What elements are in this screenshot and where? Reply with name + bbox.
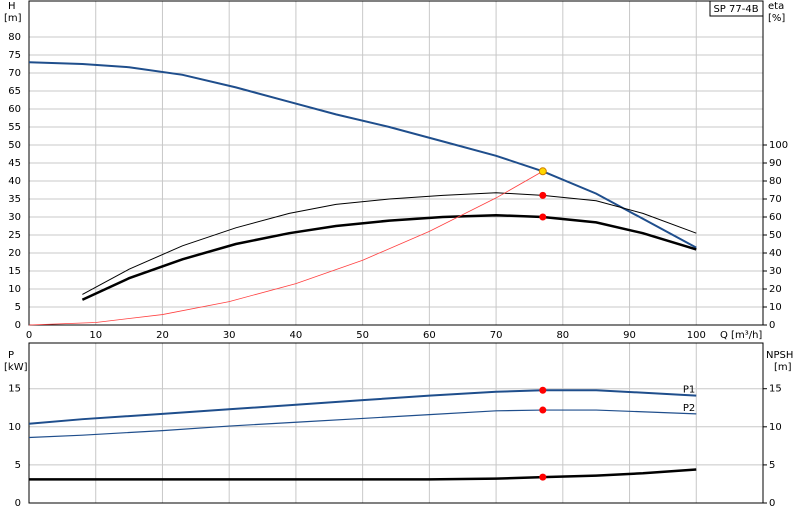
y2-tick-label: 100	[769, 140, 788, 151]
y2-tick-label: 0	[769, 498, 775, 509]
x-tick-label: 20	[156, 330, 169, 341]
y2-tick-label: 10	[769, 302, 782, 313]
y-axis-label: H	[8, 1, 16, 12]
y2-tick-label: 60	[769, 212, 782, 223]
y-tick-label: 0	[15, 320, 21, 331]
duty-point	[538, 167, 547, 176]
y2-axis-unit: [m]	[774, 362, 792, 373]
y-tick-label: 25	[8, 230, 21, 241]
y-tick-label: 15	[8, 384, 21, 395]
curve	[28, 389, 697, 425]
y-tick-label: 50	[8, 140, 21, 151]
curve	[81, 213, 697, 301]
curve	[29, 468, 697, 481]
y-axis-unit: [kW]	[4, 362, 28, 373]
x-tick-label: 0	[26, 330, 32, 341]
x-tick-label: 30	[223, 330, 236, 341]
y2-tick-label: 30	[769, 266, 782, 277]
y2-axis-label: NPSH	[766, 350, 793, 361]
y-tick-label: 20	[8, 248, 21, 259]
curve	[82, 192, 697, 295]
duty-point	[539, 213, 547, 221]
y2-tick-label: 90	[769, 158, 782, 169]
x-tick-label: 40	[290, 330, 303, 341]
y-tick-label: 70	[8, 68, 21, 79]
duty-point	[539, 473, 547, 481]
y2-axis-unit: [%]	[768, 13, 785, 24]
x-axis-label: Q [m³/h]	[720, 330, 762, 341]
x-tick-label: 60	[423, 330, 436, 341]
y2-tick-label: 70	[769, 194, 782, 205]
y-tick-label: 75	[8, 50, 21, 61]
y-tick-label: 65	[8, 86, 21, 97]
duty-point	[539, 406, 547, 414]
y-tick-label: 60	[8, 104, 21, 115]
series-label: P1	[683, 385, 695, 396]
y-tick-label: 35	[8, 194, 21, 205]
y2-axis-label: eta	[768, 1, 784, 12]
y-tick-label: 40	[8, 176, 21, 187]
x-tick-label: 80	[556, 330, 569, 341]
x-tick-label: 100	[687, 330, 706, 341]
duty-point	[539, 191, 547, 199]
y2-tick-label: 50	[769, 230, 782, 241]
y2-tick-label: 0	[769, 320, 775, 331]
y2-tick-label: 5	[769, 460, 775, 471]
y-tick-label: 5	[15, 460, 21, 471]
y2-tick-label: 40	[769, 248, 782, 259]
y-axis-label: P	[8, 350, 14, 361]
y-tick-label: 10	[8, 422, 21, 433]
y-tick-label: 55	[8, 122, 21, 133]
x-tick-label: 50	[356, 330, 369, 341]
y2-tick-label: 20	[769, 284, 782, 295]
y-tick-label: 10	[8, 284, 21, 295]
curve	[28, 409, 697, 439]
duty-point	[539, 386, 547, 394]
y2-tick-label: 10	[769, 422, 782, 433]
y-axis-unit: [m]	[4, 13, 22, 24]
title-box	[709, 0, 764, 17]
chart-title: SP 77-4B	[713, 4, 758, 15]
y-tick-label: 0	[15, 498, 21, 509]
y2-tick-label: 80	[769, 176, 782, 187]
series-label: P2	[683, 403, 695, 414]
plot-frame	[28, 0, 764, 326]
curve	[28, 61, 697, 249]
y-tick-label: 80	[8, 32, 21, 43]
curve	[28, 170, 543, 326]
y2-tick-label: 15	[769, 384, 782, 395]
x-tick-label: 10	[89, 330, 102, 341]
y-tick-label: 5	[15, 302, 21, 313]
x-tick-label: 70	[490, 330, 503, 341]
y-tick-label: 45	[8, 158, 21, 169]
y-tick-label: 15	[8, 266, 21, 277]
x-tick-label: 90	[623, 330, 636, 341]
y-tick-label: 30	[8, 212, 21, 223]
